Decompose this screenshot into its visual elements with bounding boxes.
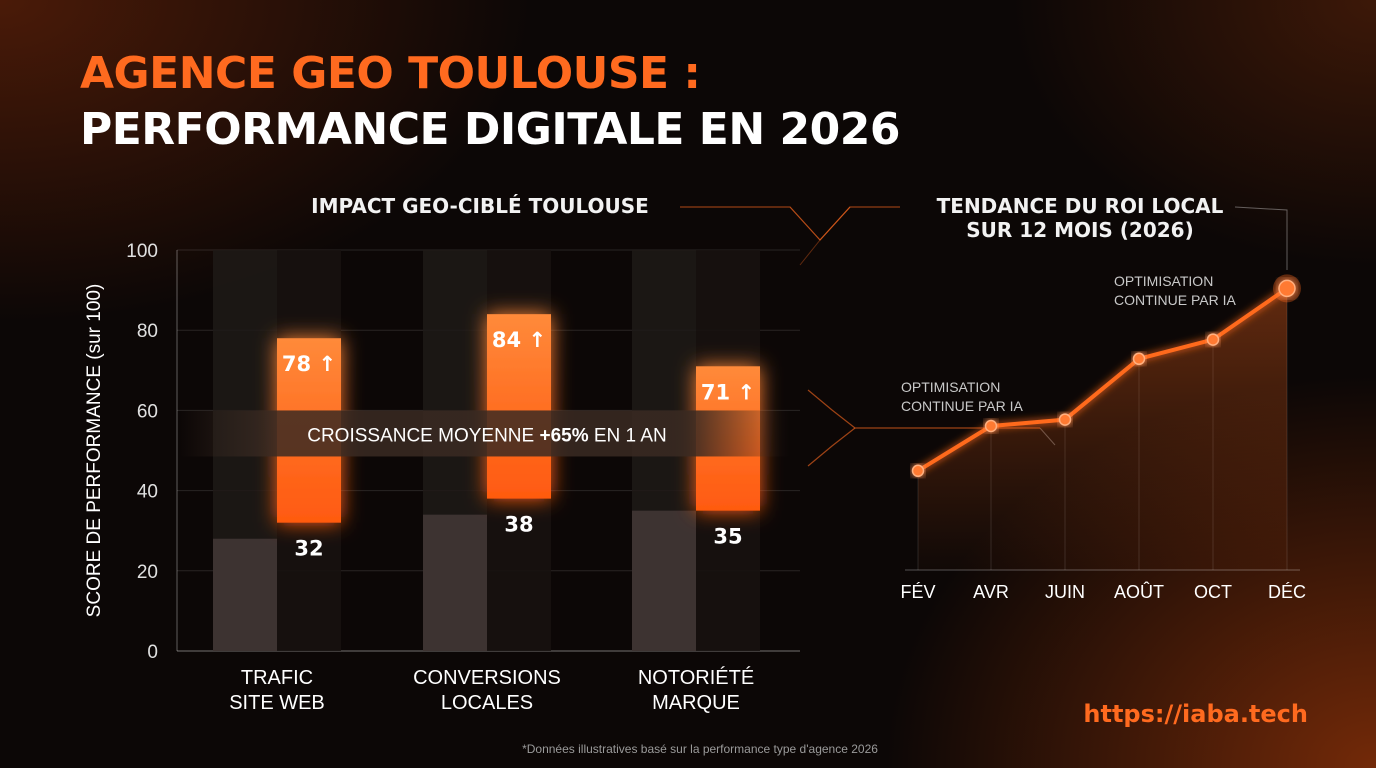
data-point [1058, 413, 1072, 426]
website-url[interactable]: https://iaba.tech [1083, 700, 1308, 728]
bar-chart-title: IMPACT GEO-CIBLÉ TOULOUSE [311, 194, 649, 218]
x-tick-label: AVR [973, 582, 1009, 602]
line-chart-title: TENDANCE DU ROI LOCAL SUR 12 MOIS (2026) [936, 194, 1224, 242]
y-axis-label: SCORE DE PERFORMANCE (sur 100) [84, 284, 105, 618]
title-line-1: AGENCE GEO TOULOUSE : [80, 48, 701, 99]
x-category-label: MARQUE [652, 692, 740, 714]
bar-low-label: 35 [713, 525, 742, 549]
data-point [1278, 279, 1296, 298]
y-tick-label: 100 [126, 241, 158, 262]
annotation-1: OPTIMISATION CONTINUE PAR IA [1114, 273, 1236, 308]
data-point [1132, 352, 1146, 366]
bar-range [487, 314, 551, 499]
x-category-label: CONVERSIONS [413, 667, 561, 689]
bar-base [423, 514, 487, 651]
x-category-label: TRAFIC [241, 667, 313, 689]
y-tick-label: 60 [137, 401, 158, 422]
x-category-label: NOTORIÉTÉ [638, 666, 754, 689]
annotation-2: OPTIMISATION CONTINUE PAR IA [901, 379, 1023, 414]
y-tick-label: 0 [147, 642, 158, 663]
bar-low-label: 32 [294, 537, 323, 561]
y-tick-label: 80 [137, 321, 158, 342]
bar-high-label: 84 ↑ [492, 328, 546, 352]
title-line-2: PERFORMANCE DIGITALE EN 2026 [80, 104, 900, 155]
bar-chart: CROISSANCE MOYENNE +65% EN 1 AN SCORE DE… [84, 241, 800, 714]
y-tick-label: 20 [137, 562, 158, 583]
bar-high-label: 78 ↑ [282, 352, 336, 376]
x-category-label: LOCALES [441, 692, 533, 714]
footnote: *Données illustratives basé sur la perfo… [522, 742, 878, 756]
data-point [911, 464, 925, 478]
growth-banner-text: CROISSANCE MOYENNE +65% EN 1 AN [307, 425, 667, 446]
line-area [918, 288, 1287, 570]
bar-high-label: 71 ↑ [701, 380, 755, 404]
bar-low-label: 38 [504, 513, 533, 537]
x-tick-label: JUIN [1045, 582, 1085, 602]
y-tick-label: 40 [137, 482, 158, 503]
growth-banner [180, 410, 790, 457]
x-tick-label: DÉC [1268, 582, 1306, 602]
x-tick-label: FÉV [900, 582, 935, 602]
data-point [984, 419, 998, 433]
data-point [1206, 333, 1220, 346]
x-tick-label: OCT [1194, 582, 1232, 602]
x-category-label: SITE WEB [229, 692, 325, 714]
x-tick-label: AOÛT [1114, 581, 1164, 602]
bar-base [632, 510, 696, 651]
roi-line [916, 286, 1289, 473]
bar-base [213, 538, 277, 651]
